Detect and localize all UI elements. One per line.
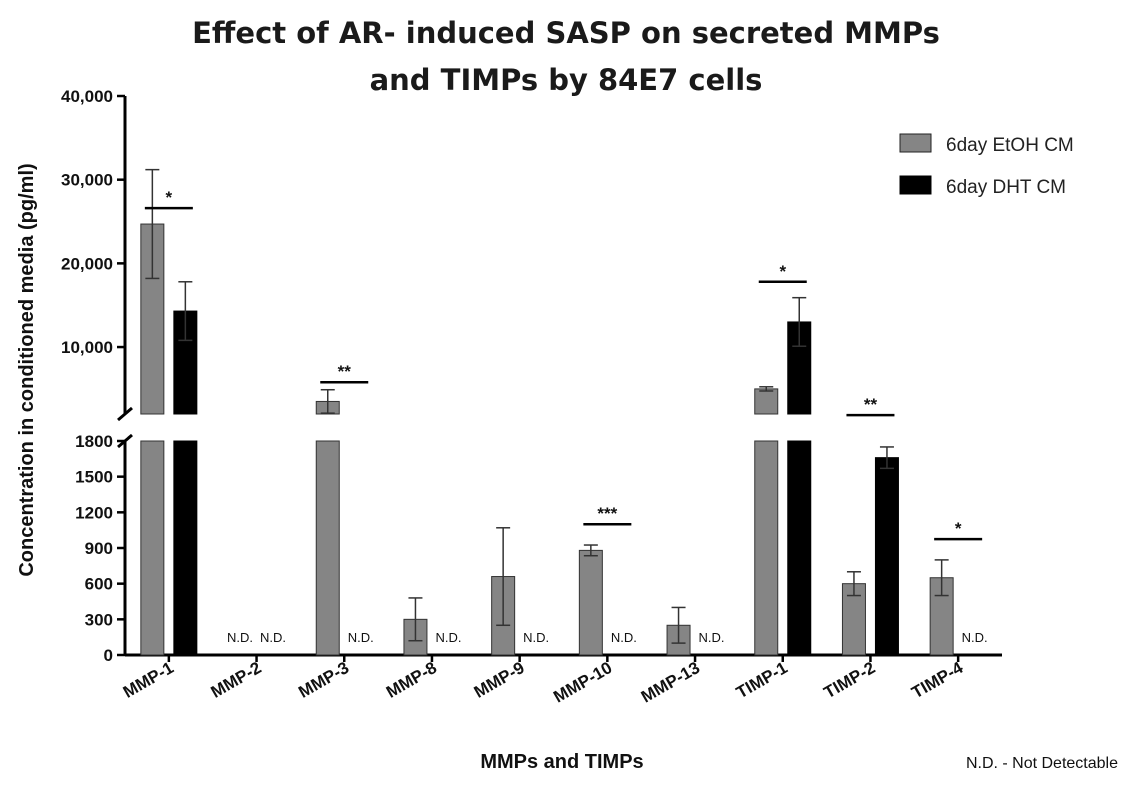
y-tick-label: 600 xyxy=(85,575,113,594)
bar xyxy=(173,440,198,656)
x-tick-label: MMP-1 xyxy=(120,658,177,702)
nd-label: N.D. xyxy=(962,630,988,645)
significance-label: * xyxy=(779,262,786,281)
nd-label: N.D. xyxy=(611,630,637,645)
bar xyxy=(754,440,779,656)
bars xyxy=(140,223,954,656)
bar xyxy=(315,440,340,656)
y-tick-label: 30,000 xyxy=(61,171,113,190)
significance-label: ** xyxy=(864,395,878,414)
axis-break-upper xyxy=(117,406,133,422)
y-tick-label: 20,000 xyxy=(61,254,113,273)
nd-label: N.D. xyxy=(227,630,253,645)
y-tick-label: 300 xyxy=(85,610,113,629)
nd-label: N.D. xyxy=(348,630,374,645)
footnote: N.D. - Not Detectable xyxy=(966,755,1118,772)
nd-label: N.D. xyxy=(699,630,725,645)
y-tick-label: 40,000 xyxy=(61,87,113,106)
x-tick-labels: MMP-1 MMP-2 MMP-3 MMP-8 MMP-9 MMP-10 MMP-13 TIM… xyxy=(120,655,967,707)
x-tick-label: MMP-2 xyxy=(208,658,265,702)
bar xyxy=(140,440,165,656)
significance-markers: ********** xyxy=(144,188,983,541)
significance-label: *** xyxy=(597,504,617,523)
x-tick-label: TIMP-4 xyxy=(908,658,966,703)
legend-swatch-etoh xyxy=(899,133,932,153)
nd-label: N.D. xyxy=(435,630,461,645)
y-tick-label: 1500 xyxy=(75,468,113,487)
y-tick-label: 1200 xyxy=(75,503,113,522)
chart-title-line1: Effect of AR- induced SASP on secreted M… xyxy=(192,16,940,50)
bar xyxy=(787,440,812,656)
y-tick-label: 0 xyxy=(104,646,113,665)
legend-label-dht: 6day DHT CM xyxy=(946,177,1066,198)
bar xyxy=(874,457,899,656)
legend-label-etoh: 6day EtOH CM xyxy=(946,135,1074,156)
significance-label: * xyxy=(955,519,962,538)
nd-label: N.D. xyxy=(523,630,549,645)
significance-label: * xyxy=(166,188,173,207)
legend-swatch-dht xyxy=(899,175,932,195)
axes: 0 300 600 900 1200 1500 1800 10,000 20,000 30,000… xyxy=(61,87,1002,665)
nd-labels: N.D. N.D. N.D. N.D. N.D. N.D. N.D. N.D. xyxy=(227,630,988,645)
x-tick-label: MMP-10 xyxy=(550,658,615,707)
legend: 6day EtOH CM 6day DHT CM xyxy=(899,133,1074,198)
x-tick-label: MMP-9 xyxy=(471,658,528,702)
y-axis-label: Concentration in conditioned media (pg/m… xyxy=(16,163,38,576)
y-tick-label: 1800 xyxy=(75,432,113,451)
y-tick-label: 10,000 xyxy=(61,338,113,357)
error-bars xyxy=(145,168,949,644)
x-tick-label: TIMP-2 xyxy=(821,658,879,702)
x-tick-label: MMP-13 xyxy=(638,658,703,707)
x-axis-label: MMPs and TIMPs xyxy=(480,751,643,773)
chart-title-line2: and TIMPs by 84E7 cells xyxy=(370,63,763,97)
nd-label: N.D. xyxy=(260,630,286,645)
bar xyxy=(754,388,779,415)
bar xyxy=(578,549,603,656)
significance-label: ** xyxy=(338,362,352,381)
x-tick-label: TIMP-1 xyxy=(733,658,791,702)
y-tick-label: 900 xyxy=(85,539,113,558)
x-tick-label: MMP-8 xyxy=(383,658,440,702)
x-tick-label: MMP-3 xyxy=(295,658,352,702)
